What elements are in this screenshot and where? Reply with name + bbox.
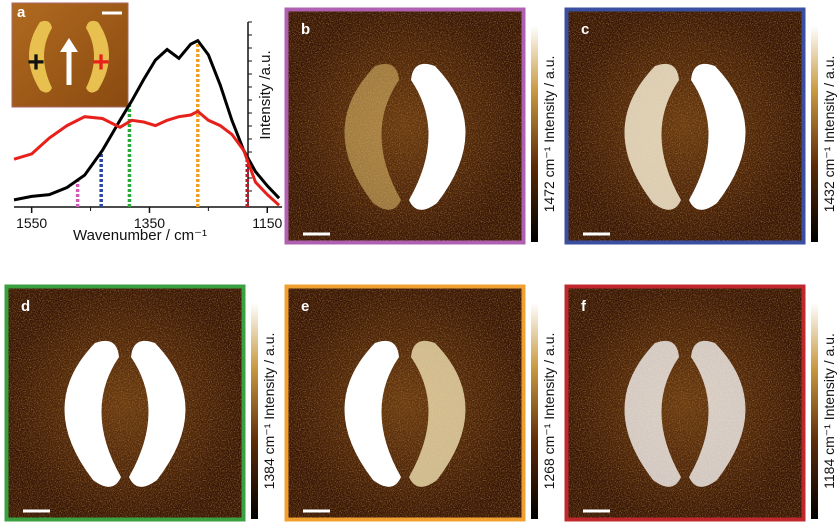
spectrum-line [14,111,279,205]
image-noise [285,285,525,521]
image-panel: c 1432 cm⁻¹ Intensity / a.u. [565,8,837,244]
figure: a + + Wavenumber / cm⁻¹ Intensity /a.u. … [0,0,840,524]
panel-label: e [301,298,309,315]
panel-label: b [301,21,310,38]
y-axis-label: Intensity /a.u. [257,50,274,139]
colorbar-label: 1184 cm⁻¹ Intensity / a.u. [821,333,837,489]
panel-label: c [581,21,589,38]
image-noise [565,285,805,521]
colorbar-label: 1472 cm⁻¹ Intensity / a.u. [541,56,557,213]
colorbar-label: 1432 cm⁻¹ Intensity / a.u. [821,56,837,213]
colorbar [251,303,258,519]
colorbar [811,303,818,519]
colorbar-label: 1384 cm⁻¹ Intensity / a.u. [261,333,277,490]
page: {"chart_data": {"type": "line", "panel_l… [0,0,840,524]
image-noise [565,8,805,244]
image-panel: b 1472 cm⁻¹ Intensity / a.u. [285,8,557,244]
colorbar [531,303,538,519]
image-panel: d 1384 cm⁻¹ Intensity / a.u. [5,285,277,521]
image-noise [5,285,245,521]
inset-image: a + + [12,3,128,107]
x-tick-label: 1350 [134,215,165,231]
colorbar-label: 1268 cm⁻¹ Intensity / a.u. [541,333,557,490]
image-panel: e 1268 cm⁻¹ Intensity / a.u. [285,285,557,521]
panel-label: a [17,4,26,21]
panel-label: d [21,298,30,315]
image-noise [285,8,525,244]
x-tick-label: 1550 [16,215,47,231]
colorbar [811,26,818,242]
colorbar [531,26,538,242]
sign: + [27,46,45,79]
sign: + [92,46,110,79]
x-tick-label: 1150 [252,215,282,231]
